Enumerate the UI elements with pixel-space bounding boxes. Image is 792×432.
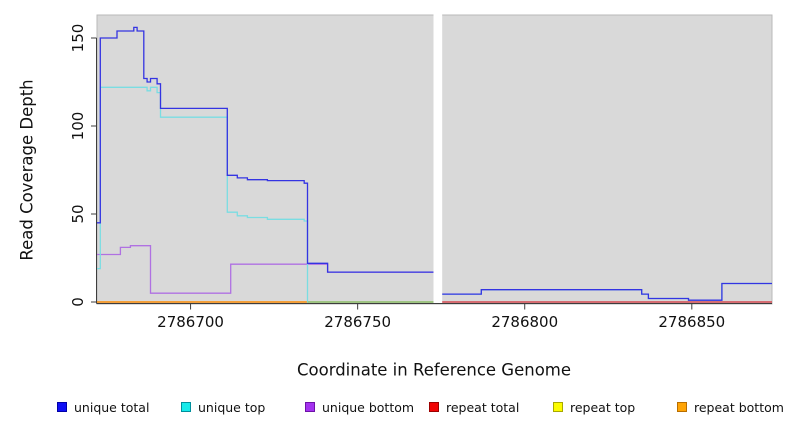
legend-item-repeat-top: repeat top: [553, 399, 635, 415]
no-data-gap: [433, 14, 443, 304]
x-tick-label: 2786850: [658, 313, 726, 331]
x-tick-label: 2786700: [157, 313, 224, 331]
legend-swatch-repeat-total-icon: [429, 402, 439, 412]
series-line-unique-total: [97, 26, 436, 302]
legend-swatch-unique-total-icon: [57, 402, 67, 412]
legend-swatch-unique-top-icon: [181, 402, 191, 412]
y-tick-label: 0: [69, 297, 87, 307]
legend-swatch-unique-bottom-icon: [305, 402, 315, 412]
x-axis-title: Coordinate in Reference Genome: [296, 360, 572, 380]
x-tick-label: 2786800: [491, 313, 559, 331]
legend-label: repeat top: [570, 399, 636, 415]
legend-item-unique-total: unique total: [57, 399, 149, 415]
legend-label: repeat bottom: [694, 399, 784, 415]
legend-swatch-repeat-top-icon: [553, 402, 563, 412]
legend-label: unique top: [198, 399, 266, 415]
x-tick-label: 2786750: [324, 313, 392, 331]
y-tick-label: 150: [69, 23, 87, 53]
legend-item-unique-top: unique top: [181, 399, 265, 415]
y-tick-label: 100: [69, 111, 87, 141]
y-tick-label: 50: [69, 204, 87, 224]
legend-item-unique-bottom: unique bottom: [305, 399, 414, 415]
axis-spines: [96, 38, 772, 304]
legend-label: unique total: [74, 399, 150, 415]
legend-item-repeat-total: repeat total: [429, 399, 519, 415]
legend-label: unique bottom: [322, 399, 415, 415]
legend-item-repeat-bottom: repeat bottom: [677, 399, 784, 415]
legend-label: repeat total: [446, 399, 520, 415]
series-line-unique-total: [441, 282, 772, 301]
legend-swatch-repeat-bottom-icon: [677, 402, 687, 412]
y-axis-title: Read Coverage Depth: [17, 79, 37, 261]
